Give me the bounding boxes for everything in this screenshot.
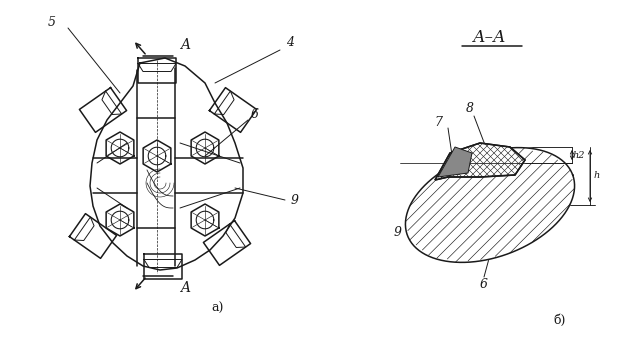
Text: 6: 6: [251, 108, 259, 121]
Text: 9: 9: [394, 226, 402, 239]
Text: 5: 5: [48, 16, 56, 29]
Text: А–А: А–А: [473, 30, 507, 47]
Text: A: A: [180, 38, 190, 52]
Text: h: h: [594, 172, 600, 180]
Text: 6: 6: [480, 279, 488, 292]
Text: 4: 4: [286, 36, 294, 48]
Polygon shape: [435, 143, 525, 180]
Text: б): б): [554, 313, 566, 327]
Text: 9: 9: [291, 193, 299, 207]
Text: а): а): [212, 301, 224, 315]
Text: 7: 7: [434, 115, 442, 128]
Text: 8: 8: [466, 102, 474, 114]
Polygon shape: [406, 148, 575, 262]
Polygon shape: [438, 147, 472, 177]
Text: A: A: [180, 281, 190, 295]
Text: h2: h2: [573, 150, 585, 160]
